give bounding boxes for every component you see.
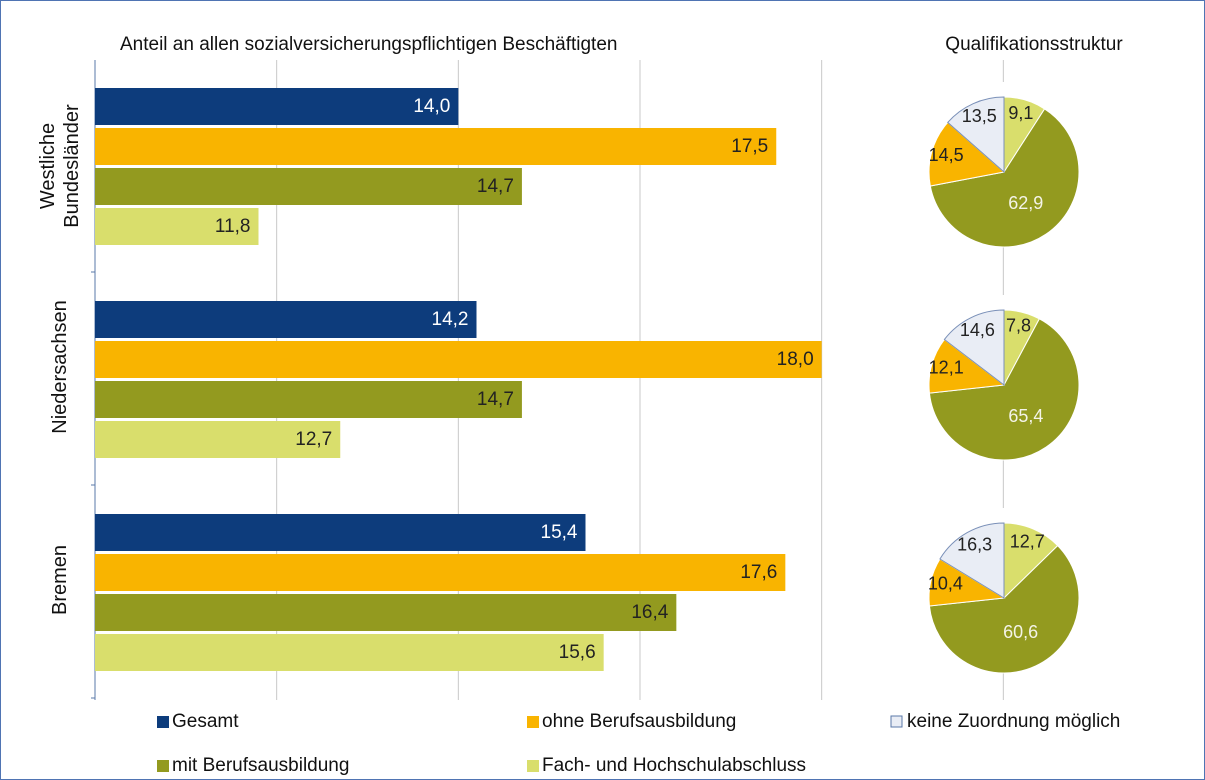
pie-title: Qualifikationsstruktur xyxy=(945,34,1123,55)
value-label: 14,0 xyxy=(413,96,450,117)
bar xyxy=(95,514,586,551)
bar-title: Anteil an allen sozialversicherungspflic… xyxy=(120,34,617,55)
value-label: 18,0 xyxy=(777,349,814,370)
slice-label: 12,7 xyxy=(1010,531,1045,551)
slice-label: 14,6 xyxy=(960,320,995,340)
legend-swatch xyxy=(890,715,903,728)
legend-swatch xyxy=(527,760,539,772)
pie-slice xyxy=(928,318,1080,461)
bar xyxy=(95,88,459,125)
pie-slice xyxy=(928,544,1080,674)
slice-label: 65,4 xyxy=(1008,406,1043,426)
slice-label: 13,5 xyxy=(962,106,997,126)
pie-slice xyxy=(947,96,1005,174)
slice-label: 10,4 xyxy=(928,574,963,594)
slice-label: 9,1 xyxy=(1008,103,1033,123)
value-label: 16,4 xyxy=(631,602,668,623)
group-label: Westliche Bundesländer xyxy=(37,104,83,228)
bar xyxy=(95,301,477,338)
bar xyxy=(95,594,677,631)
value-label: 11,8 xyxy=(215,216,251,237)
legend-label: ohne Berufsausbildung xyxy=(542,711,736,732)
bar xyxy=(95,381,522,418)
value-label: 15,4 xyxy=(541,522,578,543)
group-label: Niedersachsen xyxy=(49,300,71,434)
pie-slice xyxy=(943,309,1005,387)
value-label: 14,2 xyxy=(432,309,469,330)
bar xyxy=(95,341,822,378)
legend-swatch xyxy=(157,760,169,772)
pie-slice xyxy=(1003,522,1059,600)
value-label: 15,6 xyxy=(559,642,596,663)
legend-label: Gesamt xyxy=(172,711,239,732)
value-label: 17,6 xyxy=(740,562,777,583)
slice-label: 62,9 xyxy=(1008,193,1043,213)
slice-label: 60,6 xyxy=(1003,622,1038,642)
slice-label: 7,8 xyxy=(1006,316,1031,336)
slice-label: 16,3 xyxy=(957,534,992,554)
bar xyxy=(95,421,341,458)
pie-slice xyxy=(939,522,1005,599)
value-label: 17,5 xyxy=(731,136,768,157)
group-label: Bremen xyxy=(49,544,71,616)
pie-slice xyxy=(929,108,1080,248)
bar xyxy=(95,554,786,591)
bar xyxy=(95,128,777,165)
pie-slice xyxy=(928,121,1006,187)
slice-label: 14,5 xyxy=(929,145,964,165)
slice-label: 12,1 xyxy=(929,358,964,378)
bar xyxy=(95,208,259,245)
value-label: 14,7 xyxy=(477,389,514,410)
legend-label: keine Zuordnung möglich xyxy=(907,711,1120,732)
bar xyxy=(95,168,522,205)
legend-swatch xyxy=(157,716,169,728)
bar xyxy=(95,634,604,671)
legend-swatch xyxy=(527,716,539,728)
value-label: 12,7 xyxy=(295,429,332,450)
value-label: 14,7 xyxy=(477,176,514,197)
legend-label: mit Berufsausbildung xyxy=(172,755,349,776)
legend-label: Fach- und Hochschulabschluss xyxy=(542,755,806,776)
